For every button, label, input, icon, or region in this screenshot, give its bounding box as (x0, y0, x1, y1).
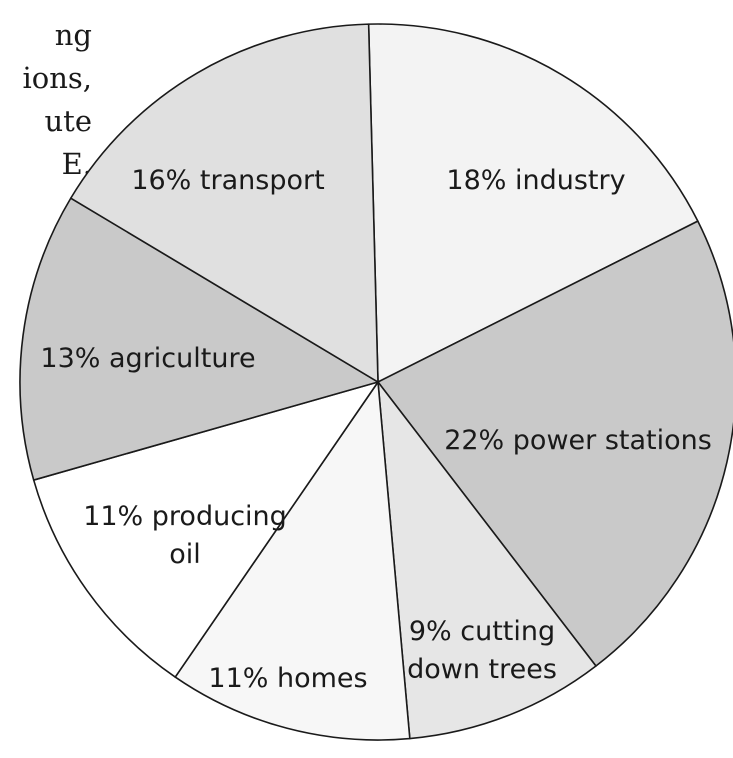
pie-slice (70, 23, 379, 383)
slice-label: 18% industry (446, 165, 625, 196)
pie-slice (377, 381, 597, 740)
pie-slice (377, 220, 733, 667)
slice-label: 16% transport (131, 165, 324, 196)
slice-label: 11% producing (83, 501, 287, 532)
intro-line: ute (44, 104, 93, 138)
intro-line: ng (54, 18, 92, 52)
slice-label: down trees (407, 654, 557, 685)
slice-label: 22% power stations (444, 425, 712, 456)
slice-label: oil (169, 539, 201, 570)
intro-text: ng ions, ute E. (0, 14, 92, 186)
pie-slice (19, 197, 379, 481)
intro-line: ions, (22, 61, 92, 95)
slice-label: 13% agriculture (40, 343, 255, 374)
slice-label: 11% homes (208, 663, 367, 694)
pie-slice (367, 23, 699, 383)
slice-label: 9% cutting (409, 616, 555, 647)
pie-slice (174, 381, 411, 741)
